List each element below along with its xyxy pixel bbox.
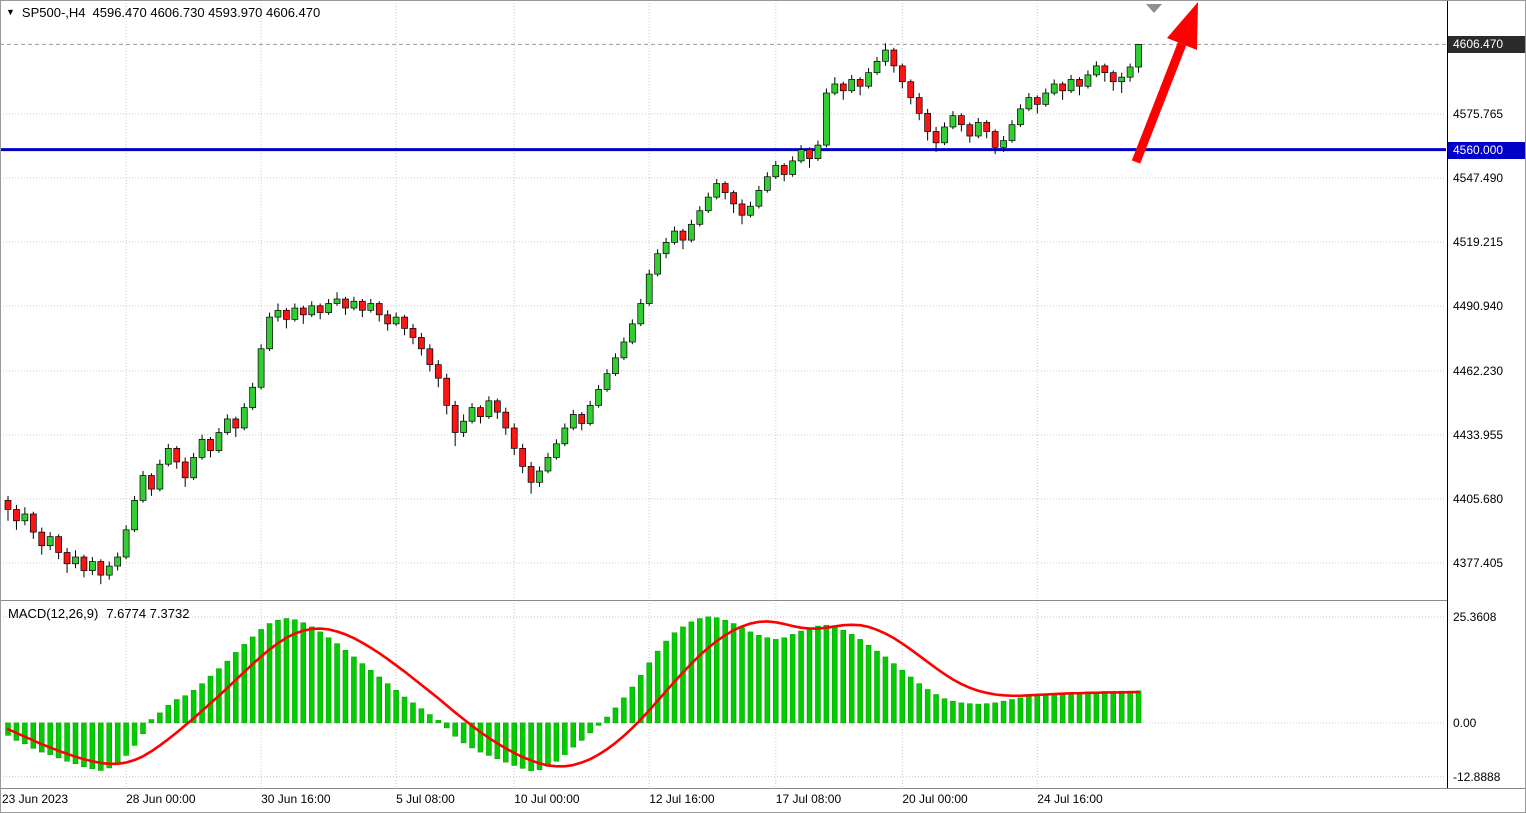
- symbol-dropdown-icon[interactable]: ▼: [6, 7, 15, 17]
- chart-header: ▼ SP500-,H4 4596.470 4606.730 4593.970 4…: [6, 5, 320, 20]
- macd-tick-label: -12.8888: [1453, 769, 1501, 784]
- macd-signal-line: [6, 620, 1140, 768]
- macd-indicator-name: MACD(12,26,9): [8, 606, 99, 621]
- symbol-timeframe-label: SP500-,H4: [21, 5, 86, 20]
- time-axis-label: 20 Jul 00:00: [902, 792, 968, 806]
- time-axis-label: 24 Jul 16:00: [1037, 792, 1103, 806]
- time-axis[interactable]: 23 Jun 2023 28 Jun 00:00 30 Jun 16:00 5 Jul…: [0, 789, 1526, 813]
- current-price-badge: 4606.470: [1448, 36, 1526, 54]
- macd-histogram: [5, 616, 1142, 772]
- price-tick-label: 4519.215: [1453, 234, 1504, 249]
- time-axis-label: 30 Jun 16:00: [261, 792, 331, 806]
- price-axis[interactable]: 4606.470 4560.000 4575.765 4547.490 4519.2…: [1447, 0, 1526, 788]
- hline-price-badge: 4560.000: [1448, 141, 1526, 159]
- time-axis-label: 17 Jul 08:00: [775, 792, 842, 806]
- chart-shift-marker-icon[interactable]: [1146, 4, 1162, 13]
- price-gridlines: [0, 113, 1446, 564]
- ohlc-values: 4596.470 4606.730 4593.970 4606.470: [92, 5, 321, 20]
- price-tick-label: 4547.490: [1453, 170, 1504, 185]
- candles-layer[interactable]: [4, 43, 1142, 585]
- price-chart-plot[interactable]: [0, 0, 1446, 788]
- price-tick-label: 4433.955: [1453, 427, 1504, 442]
- time-axis-label: 23 Jun 2023: [2, 792, 69, 806]
- macd-tick-label: 0.00: [1453, 715, 1477, 730]
- panel-separator-top[interactable]: [0, 600, 1526, 601]
- price-tick-label: 4462.230: [1453, 363, 1504, 378]
- price-tick-label: 4405.680: [1453, 491, 1504, 506]
- macd-tick-label: 25.3608: [1453, 610, 1497, 625]
- price-tick-label: 4377.405: [1453, 555, 1504, 570]
- macd-indicator-header: MACD(12,26,9) 7.6774 7.3732: [8, 606, 189, 621]
- up-arrow-annotation[interactable]: [1131, 2, 1198, 164]
- time-axis-label: 5 Jul 08:00: [396, 792, 455, 806]
- price-tick-label: 4575.765: [1453, 106, 1504, 121]
- time-axis-label: 12 Jul 16:00: [649, 792, 715, 806]
- macd-indicator-values: 7.6774 7.3732: [106, 606, 190, 621]
- panel-separator-bottom: [0, 788, 1526, 789]
- time-axis-label: 28 Jun 00:00: [126, 792, 196, 806]
- vertical-gridlines: [125, 0, 1038, 788]
- price-tick-label: 4490.940: [1453, 298, 1504, 313]
- time-axis-label: 10 Jul 00:00: [514, 792, 580, 806]
